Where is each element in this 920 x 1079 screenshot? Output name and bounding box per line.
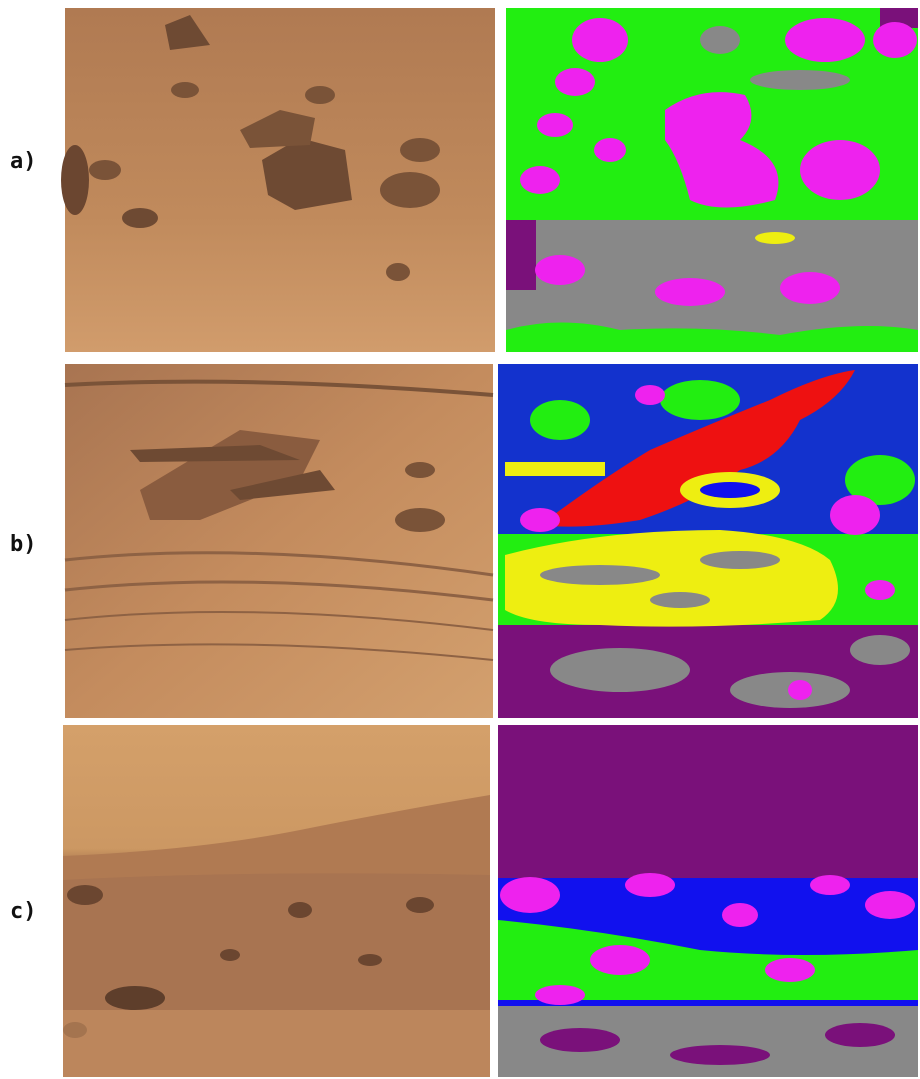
photo-c (63, 725, 490, 1077)
panel-label: b) (10, 532, 37, 557)
photo-b (65, 364, 493, 718)
figure: a) b) c) (0, 0, 920, 1079)
segmentation-b (498, 364, 918, 718)
segmentation-a (506, 8, 918, 352)
segmentation-c (498, 725, 918, 1077)
photo-a (61, 8, 495, 352)
panel-label: c) (10, 899, 37, 924)
panel-label: a) (10, 149, 37, 174)
